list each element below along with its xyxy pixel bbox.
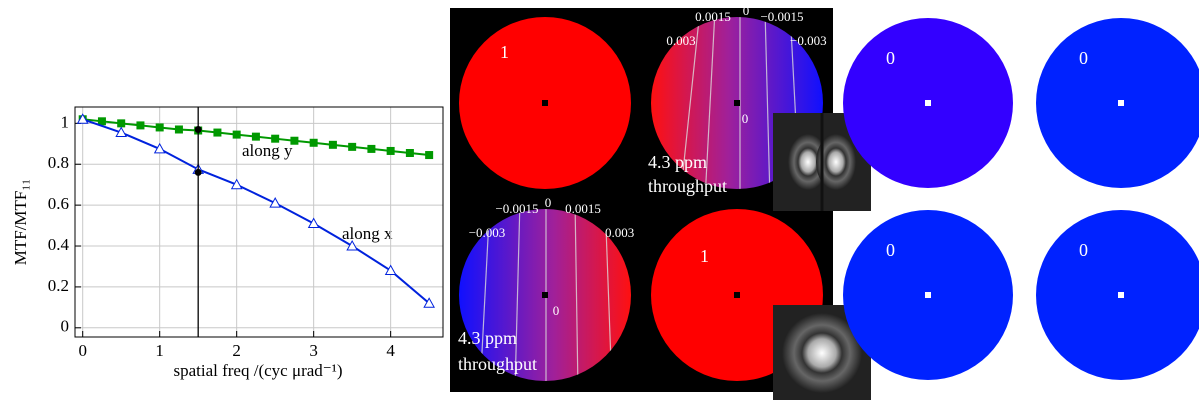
- marker: [230, 178, 243, 190]
- y-tick-label: 0: [61, 317, 70, 336]
- marker: [115, 126, 128, 138]
- annotation: along x: [342, 224, 393, 243]
- caption: 4.3 ppm: [458, 328, 517, 348]
- contour-label: 0: [743, 3, 750, 18]
- marker: [232, 130, 241, 139]
- panel-label: 0: [1079, 48, 1088, 68]
- point: [194, 125, 202, 133]
- center: [542, 100, 548, 106]
- panel-label: 0: [886, 48, 895, 68]
- y-tick-label: 0.2: [48, 276, 69, 295]
- marker: [213, 128, 222, 137]
- psf-lobe: [816, 134, 856, 190]
- x-tick-label: 1: [155, 341, 164, 360]
- point: [194, 168, 202, 176]
- marker: [290, 136, 299, 145]
- x-tick-label: 0: [78, 341, 87, 360]
- marker: [309, 138, 318, 147]
- marker: [348, 142, 357, 151]
- center: [734, 100, 740, 106]
- marker: [97, 117, 106, 126]
- x-tick-label: 3: [309, 341, 318, 360]
- y-tick-label: 1: [61, 112, 70, 131]
- contour-label: 0: [545, 195, 552, 210]
- marker: [367, 144, 376, 153]
- marker: [269, 197, 282, 208]
- x-tick-label: 2: [232, 341, 241, 360]
- panel-label: 1: [700, 246, 709, 266]
- marker: [153, 142, 166, 154]
- marker: [384, 264, 397, 276]
- marker: [346, 239, 359, 251]
- marker: [405, 149, 414, 157]
- marker: [307, 217, 320, 229]
- center: [1118, 292, 1124, 298]
- marker: [423, 297, 435, 308]
- caption: throughput: [458, 354, 537, 374]
- x-tick-label: 4: [386, 341, 395, 360]
- marker: [174, 125, 183, 134]
- center: [542, 292, 548, 298]
- center: [1118, 100, 1124, 106]
- panel-label: 1: [500, 42, 509, 62]
- series-line: [82, 118, 430, 305]
- pupil: [1036, 210, 1199, 380]
- psf-core: [782, 313, 862, 393]
- caption: 4.3 ppm: [648, 152, 707, 172]
- center: [925, 100, 931, 106]
- right-panels: 0 0 0 0: [843, 18, 1199, 380]
- contour-label: −0.003: [469, 225, 506, 240]
- marker: [155, 123, 164, 132]
- contour-label: 0.0015: [565, 201, 601, 216]
- contour-label: −0.0015: [760, 9, 803, 24]
- marker: [76, 113, 89, 124]
- marker: [117, 119, 126, 128]
- pupil: [1036, 18, 1199, 188]
- y-tick-label: 0.4: [48, 235, 70, 254]
- caption: throughput: [648, 176, 727, 196]
- contour-label: −0.003: [790, 33, 827, 48]
- annotation: along y: [242, 141, 293, 160]
- chart: spatial freq /(cyc μrad⁻¹) MTF/MTF₁₁ alo…: [11, 106, 444, 380]
- contour-label: 0.0015: [695, 9, 731, 24]
- center: [734, 292, 740, 298]
- psf-lobe: [788, 134, 828, 190]
- marker: [328, 140, 337, 149]
- panel-label: 0: [886, 240, 895, 260]
- y-tick-label: 0.8: [48, 153, 69, 172]
- contour-label: 0.003: [666, 33, 695, 48]
- marker: [136, 121, 145, 130]
- center-label: 0: [742, 111, 749, 126]
- y-axis-label: MTF/MTF₁₁: [11, 179, 30, 266]
- center-label: 0: [553, 303, 560, 318]
- marker: [251, 132, 260, 141]
- y-tick-label: 0.6: [48, 194, 69, 213]
- contour-label: 0.003: [605, 225, 634, 240]
- marker: [386, 146, 395, 155]
- contour-label: −0.0015: [495, 201, 538, 216]
- marker: [425, 151, 434, 160]
- center: [925, 292, 931, 298]
- plot-frame: [74, 106, 444, 338]
- panel-label: 0: [1079, 240, 1088, 260]
- x-axis-label: spatial freq /(cyc μrad⁻¹): [173, 361, 342, 380]
- marker: [271, 134, 280, 143]
